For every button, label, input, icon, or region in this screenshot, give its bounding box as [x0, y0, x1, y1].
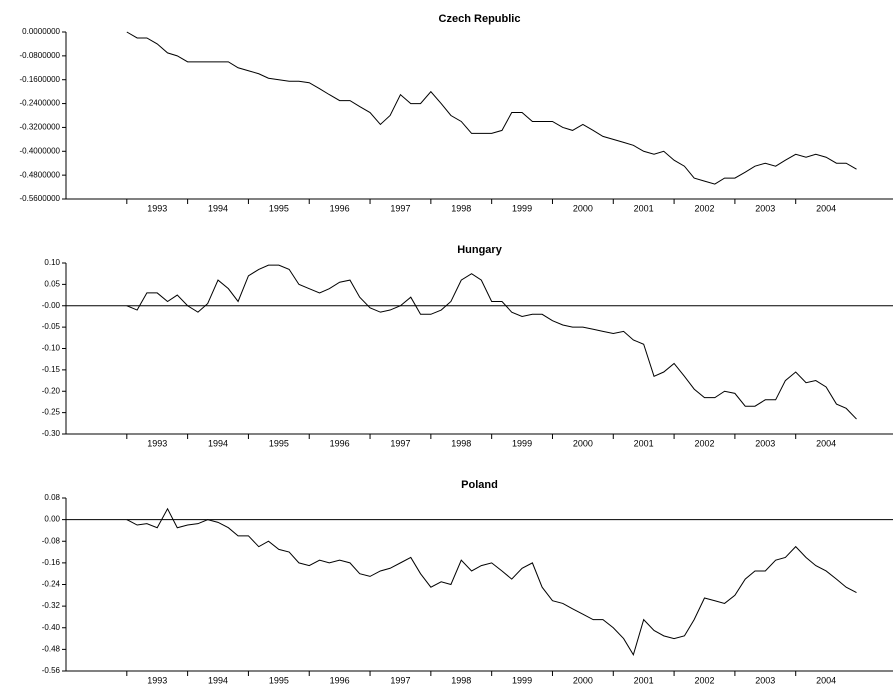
y-tick-label: -0.32: [42, 601, 61, 610]
x-tick-label: 2004: [816, 675, 836, 685]
x-tick-label: 2000: [573, 203, 593, 213]
y-tick-label: -0.48: [42, 644, 61, 653]
x-tick-label: 1995: [269, 203, 289, 213]
y-tick-label: -0.4800000: [20, 170, 61, 179]
x-tick-label: 1996: [330, 675, 350, 685]
x-tick-label: 1998: [451, 438, 471, 448]
x-tick-label: 2000: [573, 675, 593, 685]
x-tick-label: 2002: [694, 203, 714, 213]
y-tick-label: -0.30: [42, 429, 61, 438]
x-tick-label: 1993: [147, 203, 167, 213]
x-tick-label: 1997: [390, 675, 410, 685]
x-tick-label: 2001: [634, 203, 654, 213]
y-tick-label: 0.08: [44, 493, 60, 502]
x-tick-label: 1994: [208, 675, 228, 685]
y-tick-label: 0.05: [44, 279, 60, 288]
x-tick-label: 2002: [694, 675, 714, 685]
x-tick-label: 1997: [390, 203, 410, 213]
x-tick-label: 1994: [208, 438, 228, 448]
x-tick-label: 1999: [512, 675, 532, 685]
x-tick-label: 1994: [208, 203, 228, 213]
x-tick-label: 1998: [451, 203, 471, 213]
x-tick-label: 2003: [755, 203, 775, 213]
x-tick-label: 2004: [816, 203, 836, 213]
chart-title: Czech Republic: [439, 13, 521, 25]
x-tick-label: 1999: [512, 203, 532, 213]
x-tick-label: 2004: [816, 438, 836, 448]
y-tick-label: -0.08: [42, 536, 61, 545]
y-tick-label: -0.5600000: [20, 194, 61, 203]
x-tick-label: 2003: [755, 675, 775, 685]
y-tick-label: -0.1600000: [20, 75, 61, 84]
y-tick-label: -0.24: [42, 580, 61, 589]
y-tick-label: -0.4000000: [20, 146, 61, 155]
y-tick-label: 0.0000000: [22, 27, 60, 36]
x-tick-label: 1998: [451, 675, 471, 685]
x-tick-label: 2001: [634, 438, 654, 448]
y-tick-label: -0.10: [42, 344, 61, 353]
y-tick-label: -0.00: [42, 301, 61, 310]
y-tick-label: -0.05: [42, 322, 61, 331]
y-tick-label: -0.3200000: [20, 123, 61, 132]
y-tick-label: 0.10: [44, 258, 60, 267]
x-tick-label: 1997: [390, 438, 410, 448]
y-tick-label: -0.40: [42, 623, 61, 632]
y-tick-label: -0.25: [42, 408, 61, 417]
y-tick-label: 0.00: [44, 515, 60, 524]
data-line: [126, 31, 857, 185]
data-line: [126, 507, 857, 657]
x-tick-label: 1993: [147, 675, 167, 685]
y-tick-label: -0.20: [42, 386, 61, 395]
x-tick-label: 1993: [147, 438, 167, 448]
chart-title: Hungary: [457, 244, 503, 256]
y-tick-label: -0.0800000: [20, 51, 61, 60]
x-tick-label: 2002: [694, 438, 714, 448]
x-tick-label: 1995: [269, 675, 289, 685]
chart-title: Poland: [461, 479, 498, 491]
y-tick-label: -0.15: [42, 365, 61, 374]
y-tick-label: -0.16: [42, 558, 61, 567]
y-tick-label: -0.56: [42, 666, 61, 675]
x-tick-label: 1995: [269, 438, 289, 448]
x-tick-label: 2000: [573, 438, 593, 448]
x-tick-label: 1996: [330, 203, 350, 213]
data-line: [126, 264, 857, 420]
x-tick-label: 2001: [634, 675, 654, 685]
y-tick-label: -0.2400000: [20, 99, 61, 108]
x-tick-label: 1996: [330, 438, 350, 448]
x-tick-label: 1999: [512, 438, 532, 448]
x-tick-label: 2003: [755, 438, 775, 448]
